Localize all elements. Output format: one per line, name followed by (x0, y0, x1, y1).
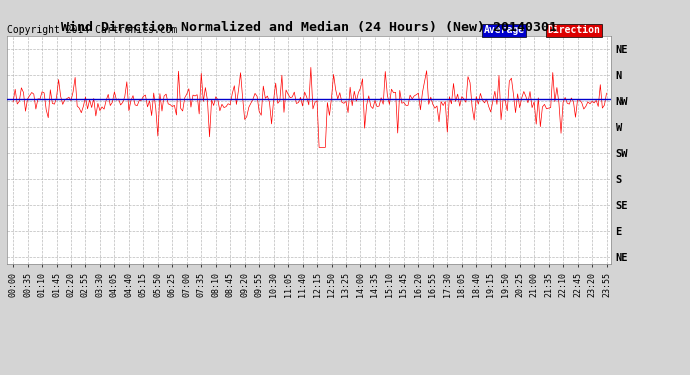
Title: Wind Direction Normalized and Median (24 Hours) (New) 20140301: Wind Direction Normalized and Median (24… (61, 21, 557, 34)
Text: Average: Average (484, 26, 525, 35)
Text: Copyright 2014 Cartronics.com: Copyright 2014 Cartronics.com (7, 26, 177, 35)
Text: Direction: Direction (547, 26, 600, 35)
